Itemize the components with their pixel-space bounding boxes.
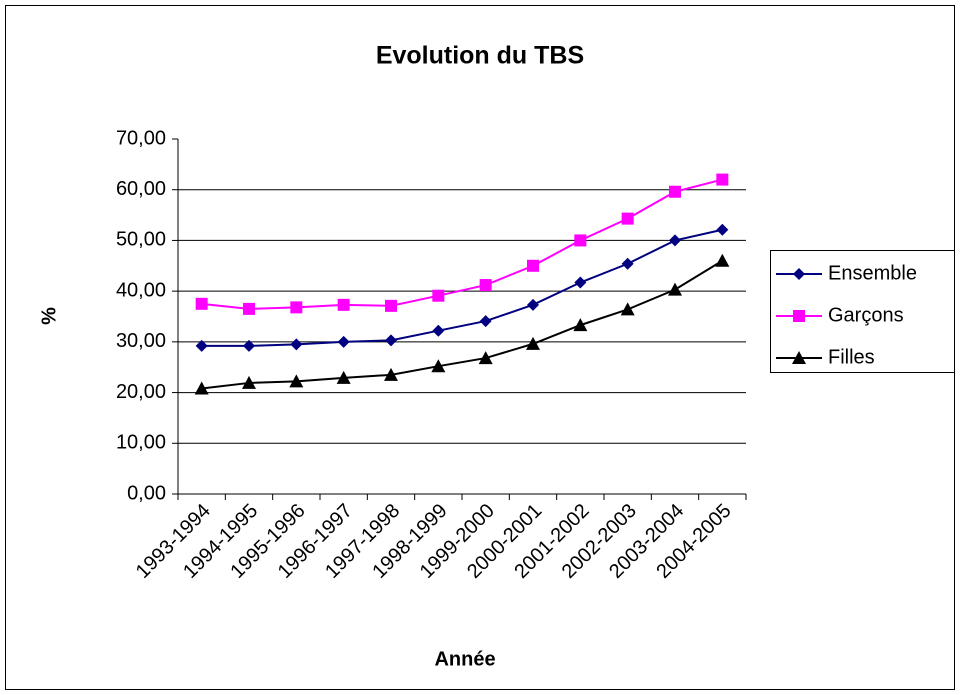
- point: [574, 234, 587, 247]
- legend-label: Garçons: [828, 304, 904, 326]
- point: [385, 299, 397, 312]
- y-tick-label: 0,00: [127, 482, 166, 504]
- point: [290, 301, 303, 314]
- series-line: [201, 228, 723, 347]
- chart-title: Evolution du TBS: [376, 42, 584, 70]
- legend-label: Ensemble: [828, 262, 917, 284]
- y-tick-label: 50,00: [116, 229, 166, 251]
- point: [195, 297, 208, 310]
- x-axis-label: Année: [434, 648, 495, 670]
- point: [431, 359, 446, 373]
- point: [194, 381, 209, 395]
- point: [574, 276, 587, 289]
- y-tick-label: 20,00: [116, 381, 166, 403]
- point: [336, 370, 351, 384]
- series-line: [201, 178, 723, 310]
- point: [432, 324, 445, 337]
- point: [243, 339, 255, 352]
- point: [793, 310, 805, 322]
- point: [385, 334, 397, 347]
- y-tick-label: 60,00: [116, 178, 166, 200]
- point: [479, 279, 492, 292]
- point: [479, 315, 492, 328]
- point: [195, 339, 208, 352]
- point: [668, 282, 682, 296]
- point: [337, 298, 350, 311]
- y-tick-label: 70,00: [116, 127, 166, 149]
- y-tick-label: 40,00: [116, 279, 166, 301]
- point: [243, 302, 255, 315]
- point: [526, 336, 540, 350]
- point: [716, 223, 729, 236]
- point: [573, 318, 588, 332]
- point: [527, 259, 539, 272]
- point: [337, 335, 350, 348]
- point: [793, 268, 805, 280]
- point: [290, 338, 303, 351]
- y-axis-label: %: [38, 307, 60, 325]
- point: [384, 367, 398, 381]
- point: [669, 185, 681, 198]
- point: [621, 257, 634, 270]
- point: [242, 375, 256, 389]
- point: [289, 374, 304, 388]
- point: [716, 173, 729, 186]
- legend-label: Filles: [828, 346, 875, 368]
- point: [715, 253, 730, 267]
- point: [621, 212, 634, 225]
- point: [478, 351, 493, 365]
- series-line: [201, 259, 723, 390]
- y-tick-label: 30,00: [116, 330, 166, 352]
- point: [620, 302, 635, 316]
- point: [527, 298, 539, 311]
- point: [792, 351, 806, 364]
- point: [432, 289, 445, 302]
- point: [669, 234, 681, 247]
- y-tick-label: 10,00: [116, 432, 166, 454]
